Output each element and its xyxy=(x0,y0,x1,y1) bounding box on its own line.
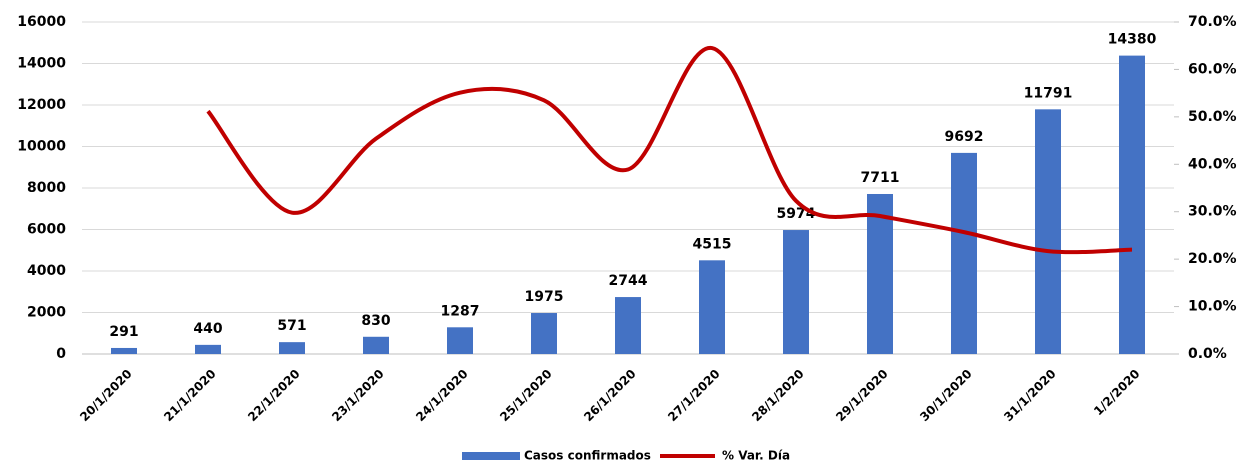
x-tick-label: 29/1/2020 xyxy=(833,367,890,424)
data-label: 11791 xyxy=(1024,85,1073,101)
data-label: 4515 xyxy=(693,236,732,252)
bar xyxy=(1119,55,1145,355)
y-tick-label: 0 xyxy=(56,346,66,362)
data-label: 571 xyxy=(277,318,306,334)
x-tick-label: 31/1/2020 xyxy=(1001,367,1058,424)
y-tick-label: 6000 xyxy=(27,222,66,238)
y-tick-label: 8000 xyxy=(27,180,66,196)
data-label: 291 xyxy=(109,324,138,340)
data-label: 5974 xyxy=(777,206,816,222)
bar xyxy=(279,342,305,354)
x-tick-label: 24/1/2020 xyxy=(413,367,470,424)
y2-tick-label: 30.0% xyxy=(1188,204,1237,220)
legend-swatch xyxy=(462,452,520,460)
x-tick-label: 21/1/2020 xyxy=(161,367,218,424)
bar xyxy=(111,347,137,354)
y-tick-label: 16000 xyxy=(17,14,66,30)
x-tick-label: 20/1/2020 xyxy=(77,367,134,424)
x-tick-label: 30/1/2020 xyxy=(917,367,974,424)
data-label: 14380 xyxy=(1108,32,1157,48)
bar xyxy=(615,297,641,354)
y-tick-label: 10000 xyxy=(17,139,66,155)
y2-tick-label: 50.0% xyxy=(1188,109,1237,125)
data-label: 1287 xyxy=(441,303,480,319)
data-label: 1975 xyxy=(525,289,564,305)
y2-tick-label: 60.0% xyxy=(1188,61,1237,77)
line xyxy=(206,46,1133,255)
x-tick-label: 26/1/2020 xyxy=(581,367,638,424)
y2-tick-label: 0.0% xyxy=(1188,346,1227,362)
data-label: 830 xyxy=(361,313,390,329)
y2-tick-label: 20.0% xyxy=(1188,251,1237,267)
data-label: 2744 xyxy=(609,273,648,289)
legend-label: Casos confirmados xyxy=(524,449,651,463)
x-tick-label: 23/1/2020 xyxy=(329,367,386,424)
bar xyxy=(699,260,725,354)
y2-tick-label: 70.0% xyxy=(1188,14,1237,30)
data-label: 9692 xyxy=(945,129,984,145)
x-tick-label: 27/1/2020 xyxy=(665,367,722,424)
bar xyxy=(951,152,977,354)
y-tick-label: 14000 xyxy=(17,56,66,72)
bar xyxy=(867,193,893,354)
bar xyxy=(363,336,389,354)
y-tick-label: 2000 xyxy=(27,305,66,321)
bar xyxy=(447,327,473,354)
data-label: 440 xyxy=(193,321,222,337)
y2-tick-label: 10.0% xyxy=(1188,299,1237,315)
x-tick-label: 28/1/2020 xyxy=(749,367,806,424)
y-tick-label: 12000 xyxy=(17,97,66,113)
y-tick-label: 4000 xyxy=(27,263,66,279)
x-tick-label: 25/1/2020 xyxy=(497,367,554,424)
x-tick-label: 22/1/2020 xyxy=(245,367,302,424)
bar xyxy=(1035,109,1061,354)
bar xyxy=(195,344,221,354)
y2-tick-label: 40.0% xyxy=(1188,156,1237,172)
bar xyxy=(531,313,557,354)
bar xyxy=(783,230,809,354)
x-tick-label: 1/2/2020 xyxy=(1091,367,1143,419)
data-label: 7711 xyxy=(861,170,900,186)
legend-label: % Var. Día xyxy=(722,449,790,463)
